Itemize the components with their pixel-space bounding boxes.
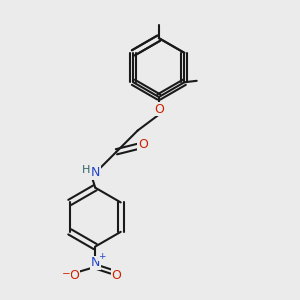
Text: O: O [154,103,164,116]
Text: −: − [61,269,70,279]
Text: O: O [138,139,148,152]
Text: O: O [112,268,122,282]
Text: +: + [98,252,106,261]
Text: N: N [91,256,100,269]
Text: O: O [69,268,79,282]
Text: N: N [91,167,100,179]
Text: H: H [82,165,91,175]
